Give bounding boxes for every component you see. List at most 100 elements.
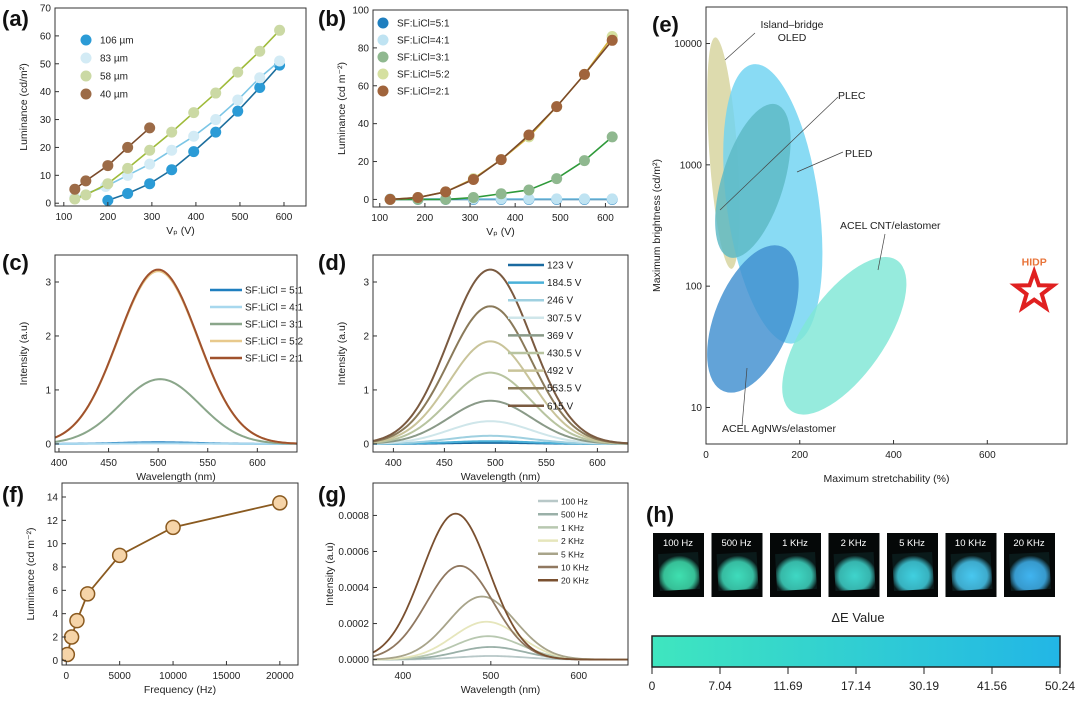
x-tick-label: 600	[589, 458, 606, 469]
legend-label: 2 KHz	[561, 536, 584, 546]
x-tick-label: 450	[436, 458, 453, 469]
data-point	[102, 160, 114, 172]
x-tick-label: 500	[487, 458, 504, 469]
y-axis-label: Intensity (a.u)	[324, 542, 336, 606]
x-tick-label: 550	[199, 458, 216, 469]
x-tick-label: 400	[395, 671, 412, 682]
y-tick-label: 0	[45, 439, 51, 450]
legend-label: 5 KHz	[561, 549, 584, 559]
spectrum-line	[373, 420, 628, 445]
panel-label: (d)	[318, 250, 346, 275]
legend-marker	[377, 85, 389, 97]
legend-label: 106 µm	[100, 36, 134, 47]
region-label: ACEL CNT/elastomer	[840, 220, 941, 232]
data-point	[606, 131, 618, 143]
x-tick-label: 200	[791, 450, 808, 461]
colorbar-tick-label: 30.19	[909, 679, 939, 693]
y-tick-label: 70	[40, 4, 52, 15]
legend-label: SF:LiCl = 5:1	[245, 286, 304, 297]
chart-panel-b	[372, 9, 629, 208]
y-tick-label: 1000	[680, 160, 703, 171]
x-tick-label: 300	[462, 213, 479, 224]
x-axis-label: Vₚ (V)	[166, 225, 194, 237]
data-point	[188, 146, 200, 158]
data-point	[210, 126, 222, 138]
data-point	[122, 141, 134, 153]
data-point	[80, 175, 92, 187]
x-tick-label: 400	[385, 458, 402, 469]
plot-area	[69, 24, 286, 206]
y-tick-label: 80	[358, 43, 370, 54]
data-point	[606, 193, 618, 205]
legend-label: 20 KHz	[561, 576, 589, 586]
data-point	[551, 173, 563, 185]
region-label: ACEL AgNWs/elastomer	[722, 423, 836, 435]
legend-label: SF:LiCl=4:1	[397, 36, 450, 47]
y-tick-label: 20	[358, 157, 370, 168]
colorbar-tick-label: 11.69	[773, 679, 802, 693]
data-point	[523, 193, 535, 205]
x-tick-label: 450	[100, 458, 117, 469]
plot-area	[707, 37, 907, 415]
y-tick-label: 40	[358, 119, 370, 130]
y-tick-label: 3	[363, 277, 369, 288]
x-tick-label: 600	[570, 671, 587, 682]
y-tick-label: 60	[358, 81, 370, 92]
data-point	[523, 184, 535, 196]
data-point	[102, 194, 114, 206]
y-tick-label: 100	[352, 6, 369, 17]
x-tick-label: 400	[51, 458, 68, 469]
data-point	[274, 24, 286, 36]
x-tick-label: 400	[885, 450, 902, 461]
leader-line	[877, 233, 886, 271]
data-point	[79, 586, 96, 602]
data-point	[254, 72, 266, 84]
legend-label: SF:LiCl=5:2	[397, 70, 450, 81]
x-tick-label: 10000	[159, 671, 187, 682]
legend-label: 500 Hz	[561, 510, 588, 520]
x-axis-label: Wavelength (nm)	[461, 684, 541, 696]
emission-area	[716, 551, 759, 592]
legend-label: 307.5 V	[547, 313, 582, 324]
chart-panel-d	[372, 254, 629, 453]
data-point	[144, 122, 156, 134]
spectrum-line	[373, 371, 628, 445]
legend-marker	[377, 68, 389, 80]
legend-label: 58 µm	[100, 72, 128, 83]
x-tick-label: 300	[144, 212, 161, 223]
data-point	[578, 193, 590, 205]
data-point	[232, 66, 244, 78]
axes-frame	[372, 482, 629, 666]
legend-marker	[80, 70, 92, 82]
y-tick-label: 40	[40, 87, 52, 98]
data-point	[166, 164, 178, 176]
y-tick-label: 10	[691, 403, 703, 414]
x-tick-label: 500	[232, 212, 249, 223]
y-tick-label: 0.0004	[338, 583, 369, 594]
colorbar-tick-label: 17.14	[841, 679, 871, 693]
chart-panel-c	[54, 254, 298, 453]
data-point	[606, 34, 618, 46]
leader-line	[741, 367, 748, 427]
panel-label: (h)	[646, 502, 674, 527]
panel-label: (b)	[318, 6, 346, 31]
spectrum-line	[373, 305, 628, 445]
y-tick-label: 10000	[674, 39, 702, 50]
legend-label: 123 V	[547, 261, 573, 272]
colorbar-tick-label: 50.24	[1045, 679, 1075, 693]
x-axis-label: Vₚ (V)	[486, 226, 514, 238]
y-tick-label: 0	[52, 656, 58, 667]
colorbar-tick-label: 0	[649, 679, 656, 693]
y-tick-label: 20	[40, 143, 52, 154]
data-point	[63, 629, 80, 645]
y-axis-label: Maximum brightness (cd/m²)	[651, 159, 663, 292]
y-tick-label: 0.0000	[338, 655, 369, 666]
region-ellipse	[707, 245, 799, 393]
y-tick-label: 50	[40, 59, 52, 70]
spectrum-line	[55, 442, 297, 445]
fit-line	[74, 60, 281, 199]
y-tick-label: 14	[47, 493, 59, 504]
legend-marker	[377, 17, 389, 29]
data-point	[254, 81, 266, 93]
